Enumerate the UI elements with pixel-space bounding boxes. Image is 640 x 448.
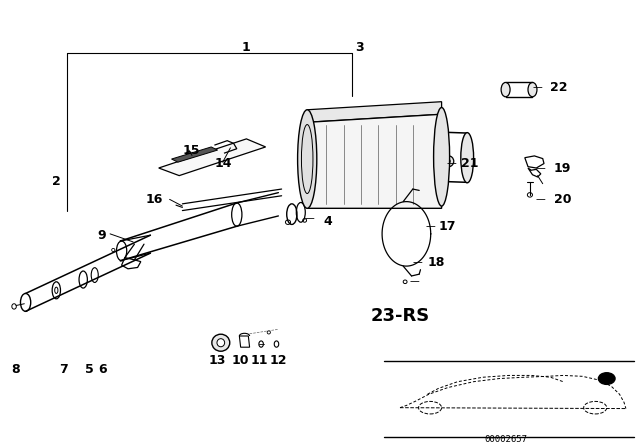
Ellipse shape bbox=[442, 155, 454, 167]
Polygon shape bbox=[172, 147, 218, 162]
Ellipse shape bbox=[434, 108, 449, 206]
Ellipse shape bbox=[461, 133, 474, 183]
Text: 17: 17 bbox=[438, 220, 456, 233]
Text: 00002657: 00002657 bbox=[484, 435, 527, 444]
Text: 20: 20 bbox=[554, 193, 571, 206]
Text: 9: 9 bbox=[97, 228, 106, 242]
Text: —: — bbox=[410, 276, 420, 286]
Text: —: — bbox=[305, 213, 315, 223]
Text: 10: 10 bbox=[231, 354, 249, 367]
Text: 5: 5 bbox=[85, 363, 94, 376]
Text: 13: 13 bbox=[209, 354, 227, 367]
Text: —: — bbox=[536, 163, 546, 173]
Text: 22: 22 bbox=[550, 81, 568, 94]
Text: 3: 3 bbox=[355, 40, 364, 54]
Text: —: — bbox=[536, 194, 546, 204]
Text: —: — bbox=[446, 159, 456, 168]
Text: 19: 19 bbox=[554, 161, 571, 175]
Ellipse shape bbox=[528, 82, 537, 97]
Text: 23-RS: 23-RS bbox=[371, 307, 429, 325]
Polygon shape bbox=[159, 139, 266, 176]
Circle shape bbox=[598, 373, 615, 384]
Text: 18: 18 bbox=[428, 255, 445, 269]
Text: 2: 2 bbox=[52, 175, 61, 188]
Text: —: — bbox=[425, 221, 435, 231]
Text: —: — bbox=[412, 257, 422, 267]
Ellipse shape bbox=[298, 110, 317, 208]
Ellipse shape bbox=[217, 339, 225, 347]
Text: 12: 12 bbox=[269, 354, 287, 367]
Polygon shape bbox=[307, 114, 442, 208]
Ellipse shape bbox=[212, 334, 230, 351]
Text: 6: 6 bbox=[98, 363, 107, 376]
Text: 8: 8 bbox=[12, 363, 20, 376]
Ellipse shape bbox=[501, 82, 510, 97]
Text: 16: 16 bbox=[146, 193, 163, 206]
Text: 15: 15 bbox=[182, 143, 200, 157]
Polygon shape bbox=[307, 102, 442, 122]
Text: 1: 1 bbox=[242, 40, 251, 54]
Text: 11: 11 bbox=[250, 354, 268, 367]
Text: —: — bbox=[532, 82, 543, 92]
Text: 7: 7 bbox=[60, 363, 68, 376]
Text: 14: 14 bbox=[214, 157, 232, 170]
Text: 4: 4 bbox=[323, 215, 332, 228]
Text: 21: 21 bbox=[461, 157, 478, 170]
Ellipse shape bbox=[186, 151, 191, 157]
